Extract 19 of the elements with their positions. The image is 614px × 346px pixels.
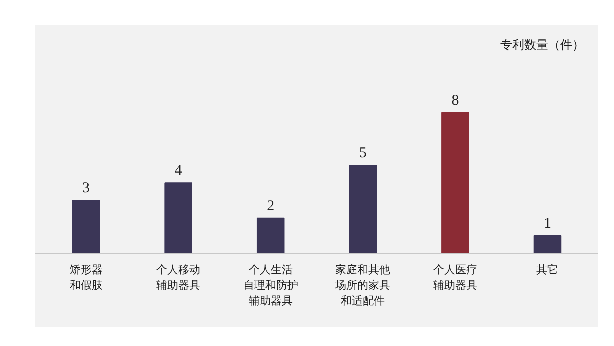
x-tick-label: 个人医疗辅助器具 (433, 264, 478, 292)
text: 专利数量（件） (500, 38, 585, 52)
data-label: 1 (544, 216, 552, 232)
x-tick-label: 个人移动辅助器具 (156, 264, 201, 292)
bar (72, 200, 100, 254)
x-tick-label: 矫形器和假肢 (70, 264, 103, 292)
bar (164, 182, 192, 254)
x-tick-label: 其它 (536, 264, 559, 276)
data-label: 5 (359, 146, 367, 162)
data-label: 2 (267, 198, 275, 214)
bar (349, 165, 378, 254)
x-tick-label: 个人生活自理和防护辅助器具 (243, 264, 298, 308)
bar (442, 112, 470, 254)
data-label: 3 (82, 180, 90, 197)
bar (534, 235, 562, 254)
x-tick-label: 家庭和其他场所的家具和适配件 (334, 264, 391, 308)
data-label: 4 (174, 163, 183, 180)
data-label: 8 (452, 92, 460, 109)
bar (256, 218, 285, 254)
